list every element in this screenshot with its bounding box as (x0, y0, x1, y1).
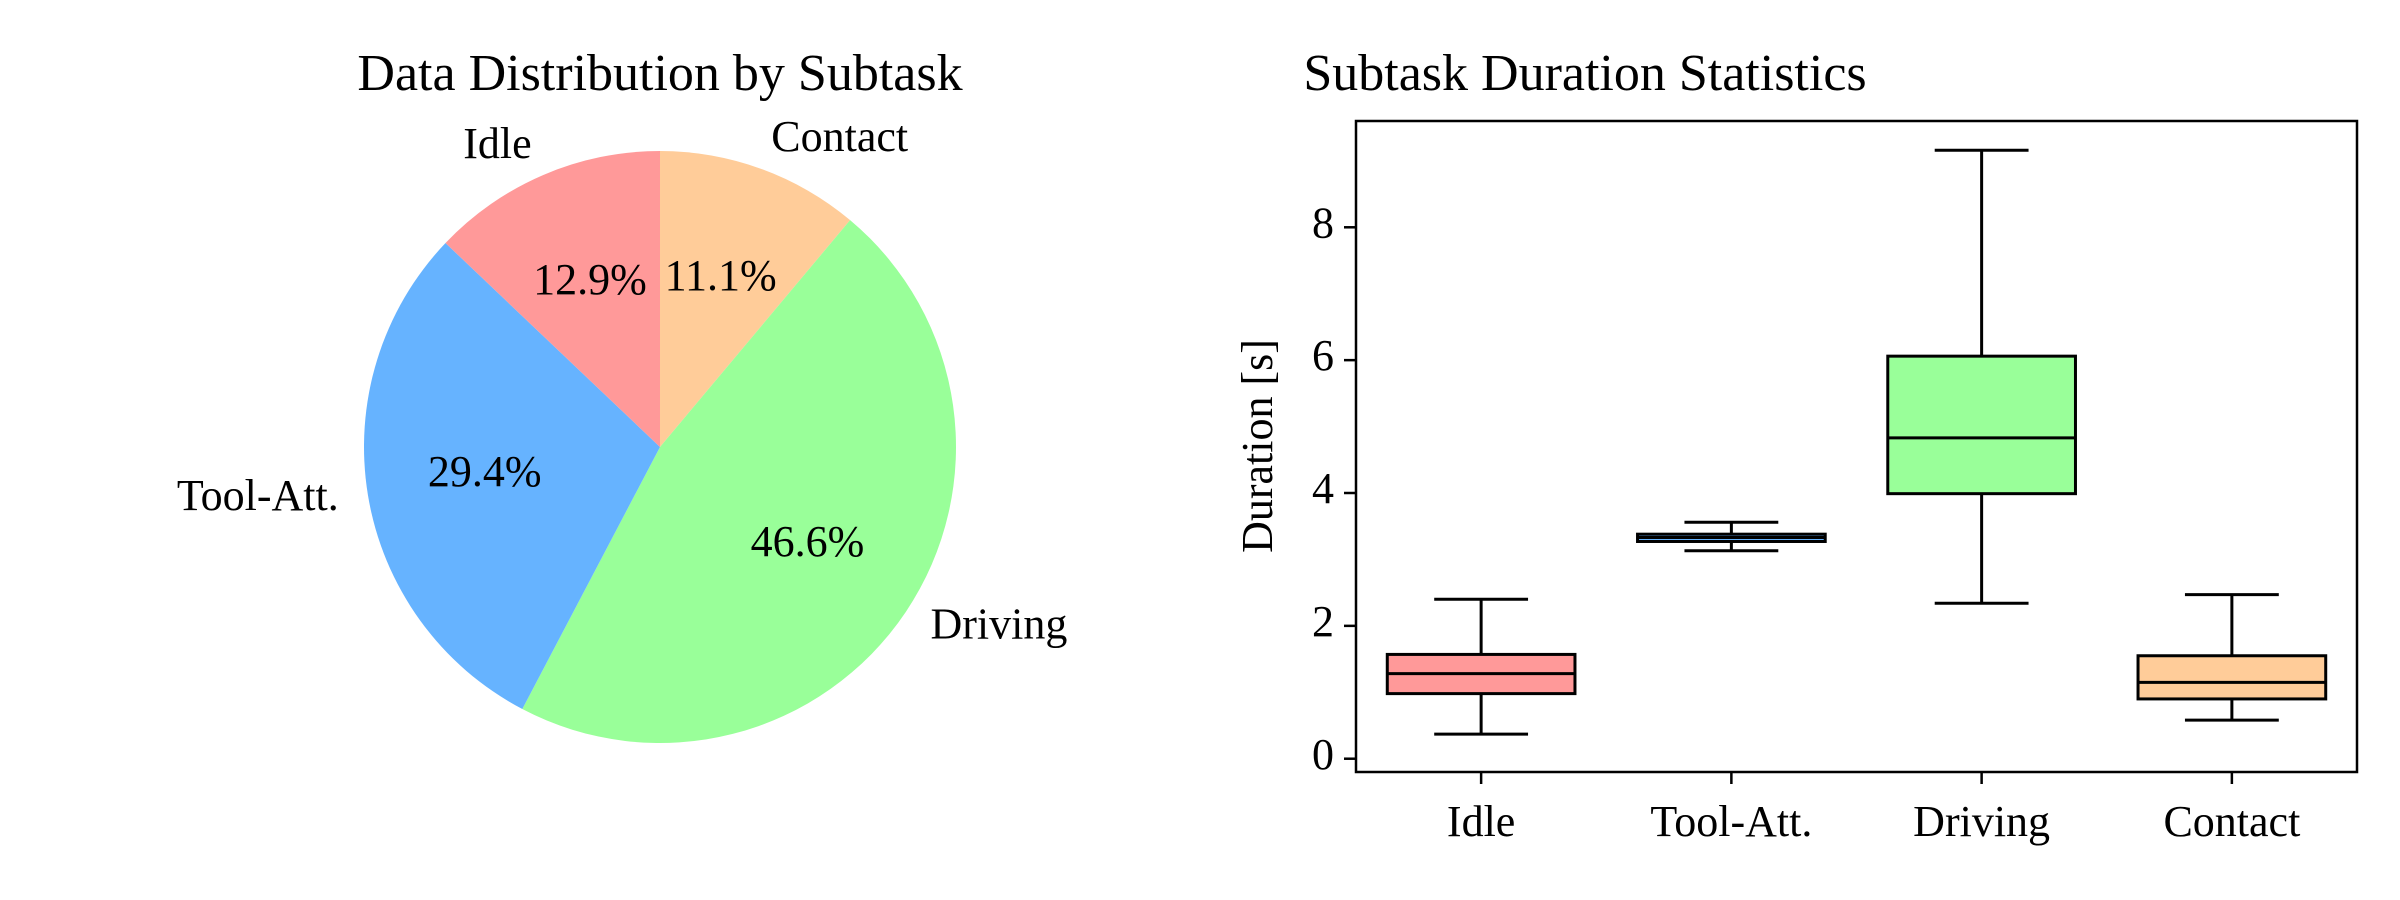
plot-area-frame (1354, 119, 2359, 774)
y-tick-label: 6 (1312, 331, 1334, 380)
pie-pct-label-driving: 46.6% (751, 517, 865, 566)
x-tick-label-driving: Driving (1913, 797, 2050, 846)
box-iqr (1886, 354, 2077, 496)
x-tick-label-idle: Idle (1447, 797, 1515, 846)
box-plot: Subtask Duration Statistics Duration [s]… (1233, 45, 2359, 846)
y-axis-label: Duration [s] (1233, 339, 1282, 553)
y-tick-label: 0 (1312, 730, 1334, 779)
pie-slices (364, 151, 957, 744)
x-tick-label-tool-att: Tool-Att. (1650, 797, 1812, 846)
pie-slice-idle (445, 151, 660, 447)
box-iqr (2136, 654, 2328, 701)
box-driving (1886, 148, 2077, 605)
box-tool-att (1636, 520, 1827, 553)
x-axis: Idle Tool-Att. Driving Contact (1447, 772, 2300, 846)
pie-category-label-contact: Contact (771, 112, 908, 161)
pie-slice-driving (522, 220, 957, 744)
y-axis: 0 2 4 6 8 (1312, 198, 1356, 779)
box-plot-title: Subtask Duration Statistics (1303, 45, 1866, 102)
pie-pct-label-idle: 12.9% (533, 255, 647, 304)
box-idle (1385, 597, 1577, 736)
pie-slice-contact (660, 151, 851, 447)
pie-category-label-idle: Idle (463, 119, 531, 168)
pie-pct-label-contact: 11.1% (665, 251, 777, 300)
box-contact (2136, 593, 2328, 722)
pie-slice-tool-att (364, 243, 660, 710)
y-tick-label: 8 (1312, 198, 1334, 247)
pie-chart: Data Distribution by Subtask 11.1% Contac… (177, 45, 1068, 744)
pie-chart-title: Data Distribution by Subtask (357, 45, 962, 102)
y-tick-label: 2 (1312, 597, 1334, 646)
pie-labels: 11.1% Contact 46.6% Driving 29.4% Tool-Att. 12… (177, 112, 1068, 648)
x-tick-label-contact: Contact (2163, 797, 2300, 846)
y-tick-label: 4 (1312, 464, 1334, 513)
pie-pct-label-tool-att: 29.4% (428, 447, 542, 496)
pie-category-label-tool-att: Tool-Att. (177, 471, 339, 520)
boxes (1385, 148, 2328, 736)
pie-category-label-driving: Driving (930, 599, 1067, 648)
